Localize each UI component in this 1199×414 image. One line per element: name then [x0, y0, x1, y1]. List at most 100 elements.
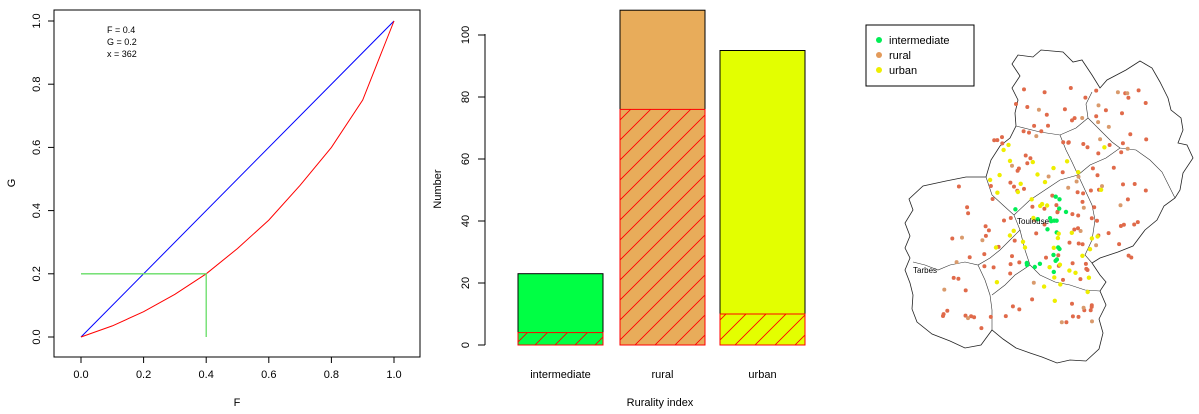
bar-hatch-rural — [619, 108, 706, 346]
plot2-bars — [517, 9, 806, 346]
map-point — [1061, 140, 1066, 145]
map-point — [956, 184, 961, 189]
map-point — [1034, 231, 1039, 236]
map-point — [1125, 91, 1130, 96]
map-point — [1132, 222, 1137, 227]
map-point — [1003, 314, 1008, 319]
map-point — [1080, 199, 1085, 204]
map-point — [988, 314, 993, 319]
map-point — [1058, 282, 1063, 287]
map-point — [954, 260, 959, 265]
plot1-y-tick-label: 0.2 — [31, 266, 43, 281]
map-point — [1096, 103, 1101, 108]
map-point — [1120, 111, 1124, 116]
map-point — [951, 275, 956, 280]
plot2-category-label: urban — [748, 369, 776, 381]
map-point — [1076, 226, 1080, 231]
map-point — [950, 236, 955, 241]
map-point — [1057, 197, 1062, 202]
map-point — [1088, 308, 1093, 313]
city-label-tarbes: Tarbes — [913, 266, 937, 275]
map-point — [1031, 215, 1036, 221]
map-point — [1035, 217, 1041, 222]
map-point — [1085, 289, 1090, 295]
map-point — [1144, 137, 1149, 142]
map-point — [1012, 184, 1016, 189]
map-point — [1064, 159, 1070, 164]
legend-label-urban: urban — [889, 65, 917, 77]
map-point — [1067, 240, 1072, 245]
map-point — [1089, 216, 1094, 221]
map-point — [1042, 222, 1047, 227]
map-point — [1136, 88, 1141, 93]
map-point — [1125, 197, 1130, 202]
map-point — [1029, 197, 1034, 202]
plot1-series-2-line — [80, 20, 395, 338]
map-point — [1057, 206, 1062, 211]
map-point — [1103, 108, 1108, 113]
map-point — [1017, 307, 1022, 312]
map-point — [966, 211, 971, 216]
plot1-frame — [53, 9, 421, 358]
map-point — [995, 138, 1000, 143]
plot2-category-label: intermediate — [530, 369, 591, 381]
map-point — [1073, 270, 1078, 275]
map-point — [1067, 268, 1072, 273]
map-point — [1000, 135, 1004, 140]
map-point — [1100, 184, 1104, 189]
map-point — [1006, 142, 1011, 148]
map-point — [1095, 218, 1099, 223]
map-point — [988, 184, 993, 188]
map-point — [1054, 203, 1059, 208]
map-point — [1024, 262, 1030, 268]
legend-label-intermediate: intermediate — [889, 35, 950, 47]
map-point — [1102, 145, 1107, 150]
map-point — [1066, 185, 1071, 190]
map-point — [1020, 239, 1026, 244]
map-point — [1032, 264, 1038, 270]
map-point — [1025, 161, 1030, 166]
map-point — [1025, 105, 1030, 109]
map-point — [1042, 179, 1048, 185]
map-point — [1081, 205, 1086, 210]
map-point — [1030, 159, 1036, 165]
map-point — [1010, 304, 1015, 309]
map-point — [1054, 218, 1059, 223]
plot1-x-tick-label: 0.2 — [136, 369, 151, 381]
plot1-y-tick-label: 0.0 — [31, 329, 43, 344]
map-point — [1096, 120, 1101, 125]
map-point — [1068, 86, 1073, 90]
map-point — [1111, 165, 1116, 170]
map-points — [941, 86, 1149, 331]
map-point — [942, 287, 947, 292]
map-point — [1106, 231, 1111, 236]
bar-hatch-urban — [719, 313, 806, 346]
map-point — [1089, 304, 1094, 309]
map-point — [1083, 261, 1088, 266]
plot1-lines — [80, 20, 395, 338]
map-point — [1018, 181, 1023, 186]
plot2-y-ticks: 0 20 40 60 80 100 — [460, 26, 485, 348]
plot2-y-tick-label: 20 — [460, 277, 472, 289]
map-point — [963, 313, 968, 318]
plot1-y-axis-label: G — [6, 179, 18, 188]
map-point — [1052, 275, 1057, 280]
map-point — [1107, 143, 1112, 147]
plot2-y-axis-label: Number — [432, 169, 444, 208]
map-point — [1059, 320, 1064, 325]
map-point — [1119, 150, 1124, 155]
map-point — [1076, 170, 1081, 175]
map-point — [993, 245, 999, 250]
plot2-y-tick-label: 60 — [460, 153, 472, 165]
plot2-category-labels: intermediate rural urban — [530, 369, 776, 381]
map-point — [1034, 134, 1039, 139]
map-point — [1070, 118, 1074, 123]
map-point — [1008, 180, 1013, 185]
concentration-curve-plot: 0.0 0.2 0.4 0.6 0.8 1.0 0.0 0.2 0.4 0.6 0.8 1.0 F … — [6, 9, 421, 409]
map-point — [1098, 187, 1104, 192]
legend-label-rural: rural — [889, 50, 911, 62]
map-point — [969, 314, 974, 319]
city-label-toulouse: Toulouse — [1017, 217, 1050, 226]
map-point — [995, 190, 1000, 195]
map-point — [1002, 218, 1006, 223]
